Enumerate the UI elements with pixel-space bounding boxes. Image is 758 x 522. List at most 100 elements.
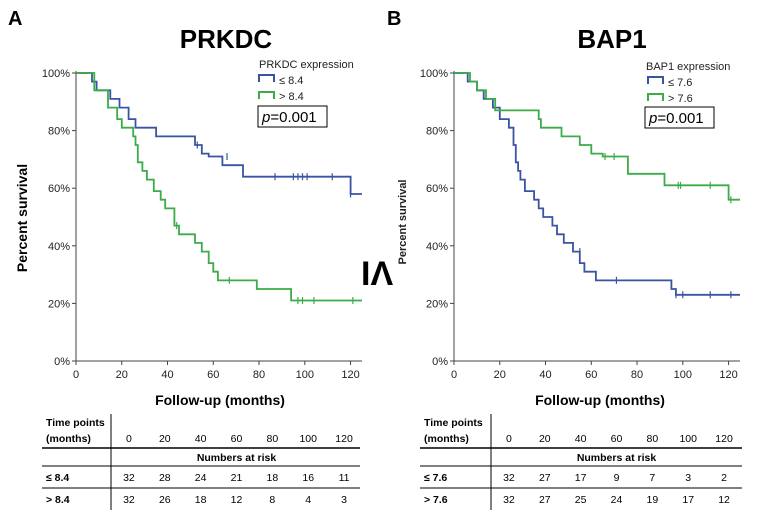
panel-a-ytick-label: 100% (42, 68, 70, 80)
panel-a-table-cell: 18 (195, 494, 207, 506)
panel-b-ytick-label: 100% (420, 68, 448, 80)
panel-b-plot: 0% 20% 40% 60% 80% 100% 0 20 40 60 80 100 120 (420, 68, 740, 381)
panel-a-legend-label-low: ≤ 8.4 (279, 75, 303, 87)
panel-b-legend-swatch-low (647, 76, 664, 84)
panel-a-table-cell: 26 (159, 494, 171, 506)
panel-b-table-time: 0 (506, 433, 512, 445)
panel-b-table-row-label: > 7.6 (424, 494, 448, 506)
panel-b-legend-label-high: > 7.6 (668, 93, 693, 105)
panel-a-table-cell: 16 (302, 472, 314, 484)
panel-b-table-time: 80 (647, 433, 659, 445)
panel-a-legend-title: PRKDC expression (259, 59, 354, 71)
panel-a-table-cell: 18 (267, 472, 279, 484)
panel-b-ytick-label: 80% (426, 126, 448, 138)
panel-b-ytick-label: 40% (426, 241, 448, 253)
panel-a-table-row-label: ≤ 8.4 (46, 472, 69, 484)
panel-a-xlabel: Follow-up (months) (155, 392, 285, 408)
panel-a-table-cell: 3 (341, 494, 347, 506)
panel-a-pvalue: p=0.001 (261, 109, 317, 126)
panel-b-table-header-label: Time points (424, 417, 483, 429)
panel-b-table-time: 100 (679, 433, 697, 445)
panel-b-table-cell: 19 (647, 494, 659, 506)
panel-b-xtick-label: 80 (631, 369, 643, 381)
panel-a-table-time: 100 (299, 433, 317, 445)
panel-b-series-low-line (454, 72, 740, 296)
panel-a-ytick-label: 20% (48, 298, 70, 310)
panel-a-xtick-label: 20 (116, 369, 128, 381)
panel-a-plot: 0% 20% 40% 60% 80% 100% 0 20 40 60 80 100 120 (42, 68, 362, 381)
panel-b-table-time: 120 (715, 433, 733, 445)
panel-a-table-cell: 32 (123, 472, 135, 484)
panel-b-table-time: 20 (539, 433, 551, 445)
panel-b-legend: BAP1 expression ≤ 7.6 > 7.6 p=0.001 (644, 61, 730, 129)
panel-a-table-row-label: > 8.4 (46, 494, 70, 506)
panel-a-ytick-label: 0% (54, 356, 70, 368)
panel-b-table-subheader: Numbers at risk (577, 452, 657, 464)
panel-b-series-high-line (454, 72, 740, 201)
panel-a-pvalue-box (257, 105, 328, 128)
panel-a-xtick-label: 80 (253, 369, 265, 381)
panel-a-series-high-line (76, 72, 362, 302)
panel-a-risk-table: Time points (months) 0 20 40 60 80 100 120 Number… (42, 414, 360, 510)
panel-a-table-time: 60 (231, 433, 243, 445)
panel-a-series-low-line (76, 72, 362, 195)
panel-a-xtick-label: 0 (73, 369, 79, 381)
panel-b-xlabel: Follow-up (months) (535, 392, 665, 408)
panel-a-letter: A (8, 8, 22, 30)
panel-b-table-cell: 17 (682, 494, 694, 506)
panel-b-table-cell: 9 (614, 472, 620, 484)
panel-a-legend: PRKDC expression ≤ 8.4 > 8.4 p=0.001 (257, 59, 354, 128)
panel-a-legend-swatch-low (258, 74, 275, 82)
panel-b-table-cell: 17 (575, 472, 587, 484)
panel-b-ylabel-clipped: Percent survival (397, 180, 409, 265)
panel-b-table-cell: 24 (611, 494, 623, 506)
panel-a-ytick-label: 60% (48, 183, 70, 195)
panel-b-legend-label-low: ≤ 7.6 (668, 77, 692, 89)
panel-b-legend-title: BAP1 expression (646, 61, 730, 73)
panel-b-table-cell: 7 (649, 472, 655, 484)
panel-b-table-header-label: (months) (424, 433, 469, 445)
panel-a-xtick-label: 100 (296, 369, 314, 381)
panel-b-xtick-label: 120 (719, 369, 737, 381)
panel-b-table-cell: 25 (575, 494, 587, 506)
panel-a-ytick-label: 40% (48, 241, 70, 253)
panel-a-table-cell: 11 (339, 472, 350, 484)
panel-a-table-subheader: Numbers at risk (197, 452, 277, 464)
panel-b-letter: B (387, 8, 401, 30)
panel-b-xtick-label: 100 (674, 369, 692, 381)
panel-a-table-cell: 21 (231, 472, 243, 484)
panel-a-ytick-label: 80% (48, 126, 70, 138)
panel-b-table-cell: 27 (539, 494, 551, 506)
panel-b-table-cell: 32 (503, 494, 515, 506)
panel-a-title: PRKDC (180, 24, 273, 54)
panel-b-table-cell: 27 (539, 472, 551, 484)
panel-a-legend-label-high: > 8.4 (279, 91, 304, 103)
panel-b-ytick-label: 20% (426, 298, 448, 310)
panel-b-ytick-label: 60% (426, 183, 448, 195)
panel-a-table-header-label: Time points (46, 417, 105, 429)
panel-b-table-cell: 12 (718, 494, 730, 506)
panel-a-xtick-label: 40 (161, 369, 173, 381)
panel-b-pvalue-box (644, 106, 715, 129)
panel-b-table-cell: 3 (685, 472, 691, 484)
panel-a-table-cell: 32 (123, 494, 135, 506)
panel-a-table-cell: 28 (159, 472, 171, 484)
panel-b-table-time: 40 (575, 433, 587, 445)
panel-b-title: BAP1 (577, 24, 646, 54)
panel-a-xtick-label: 120 (341, 369, 359, 381)
panel-b-risk-table: Time points (months) 0 20 40 60 80 100 120 Number… (420, 414, 742, 510)
panel-b-legend-swatch-high (647, 93, 664, 101)
panel-a-table-header-label: (months) (46, 433, 91, 445)
panel-a-table-time: 20 (159, 433, 171, 445)
panel-a-table-cell: 24 (195, 472, 207, 484)
panel-a-xtick-label: 60 (207, 369, 219, 381)
overlay-glyph: IΛ (361, 255, 393, 293)
panel-a-table-cell: 8 (269, 494, 275, 506)
panel-a-table-time: 0 (126, 433, 132, 445)
panel-b-xtick-label: 0 (451, 369, 457, 381)
panel-a-table-time: 80 (267, 433, 279, 445)
panel-b-xtick-label: 60 (585, 369, 597, 381)
panel-a-table-cell: 4 (305, 494, 311, 506)
panel-b-xtick-label: 40 (539, 369, 551, 381)
